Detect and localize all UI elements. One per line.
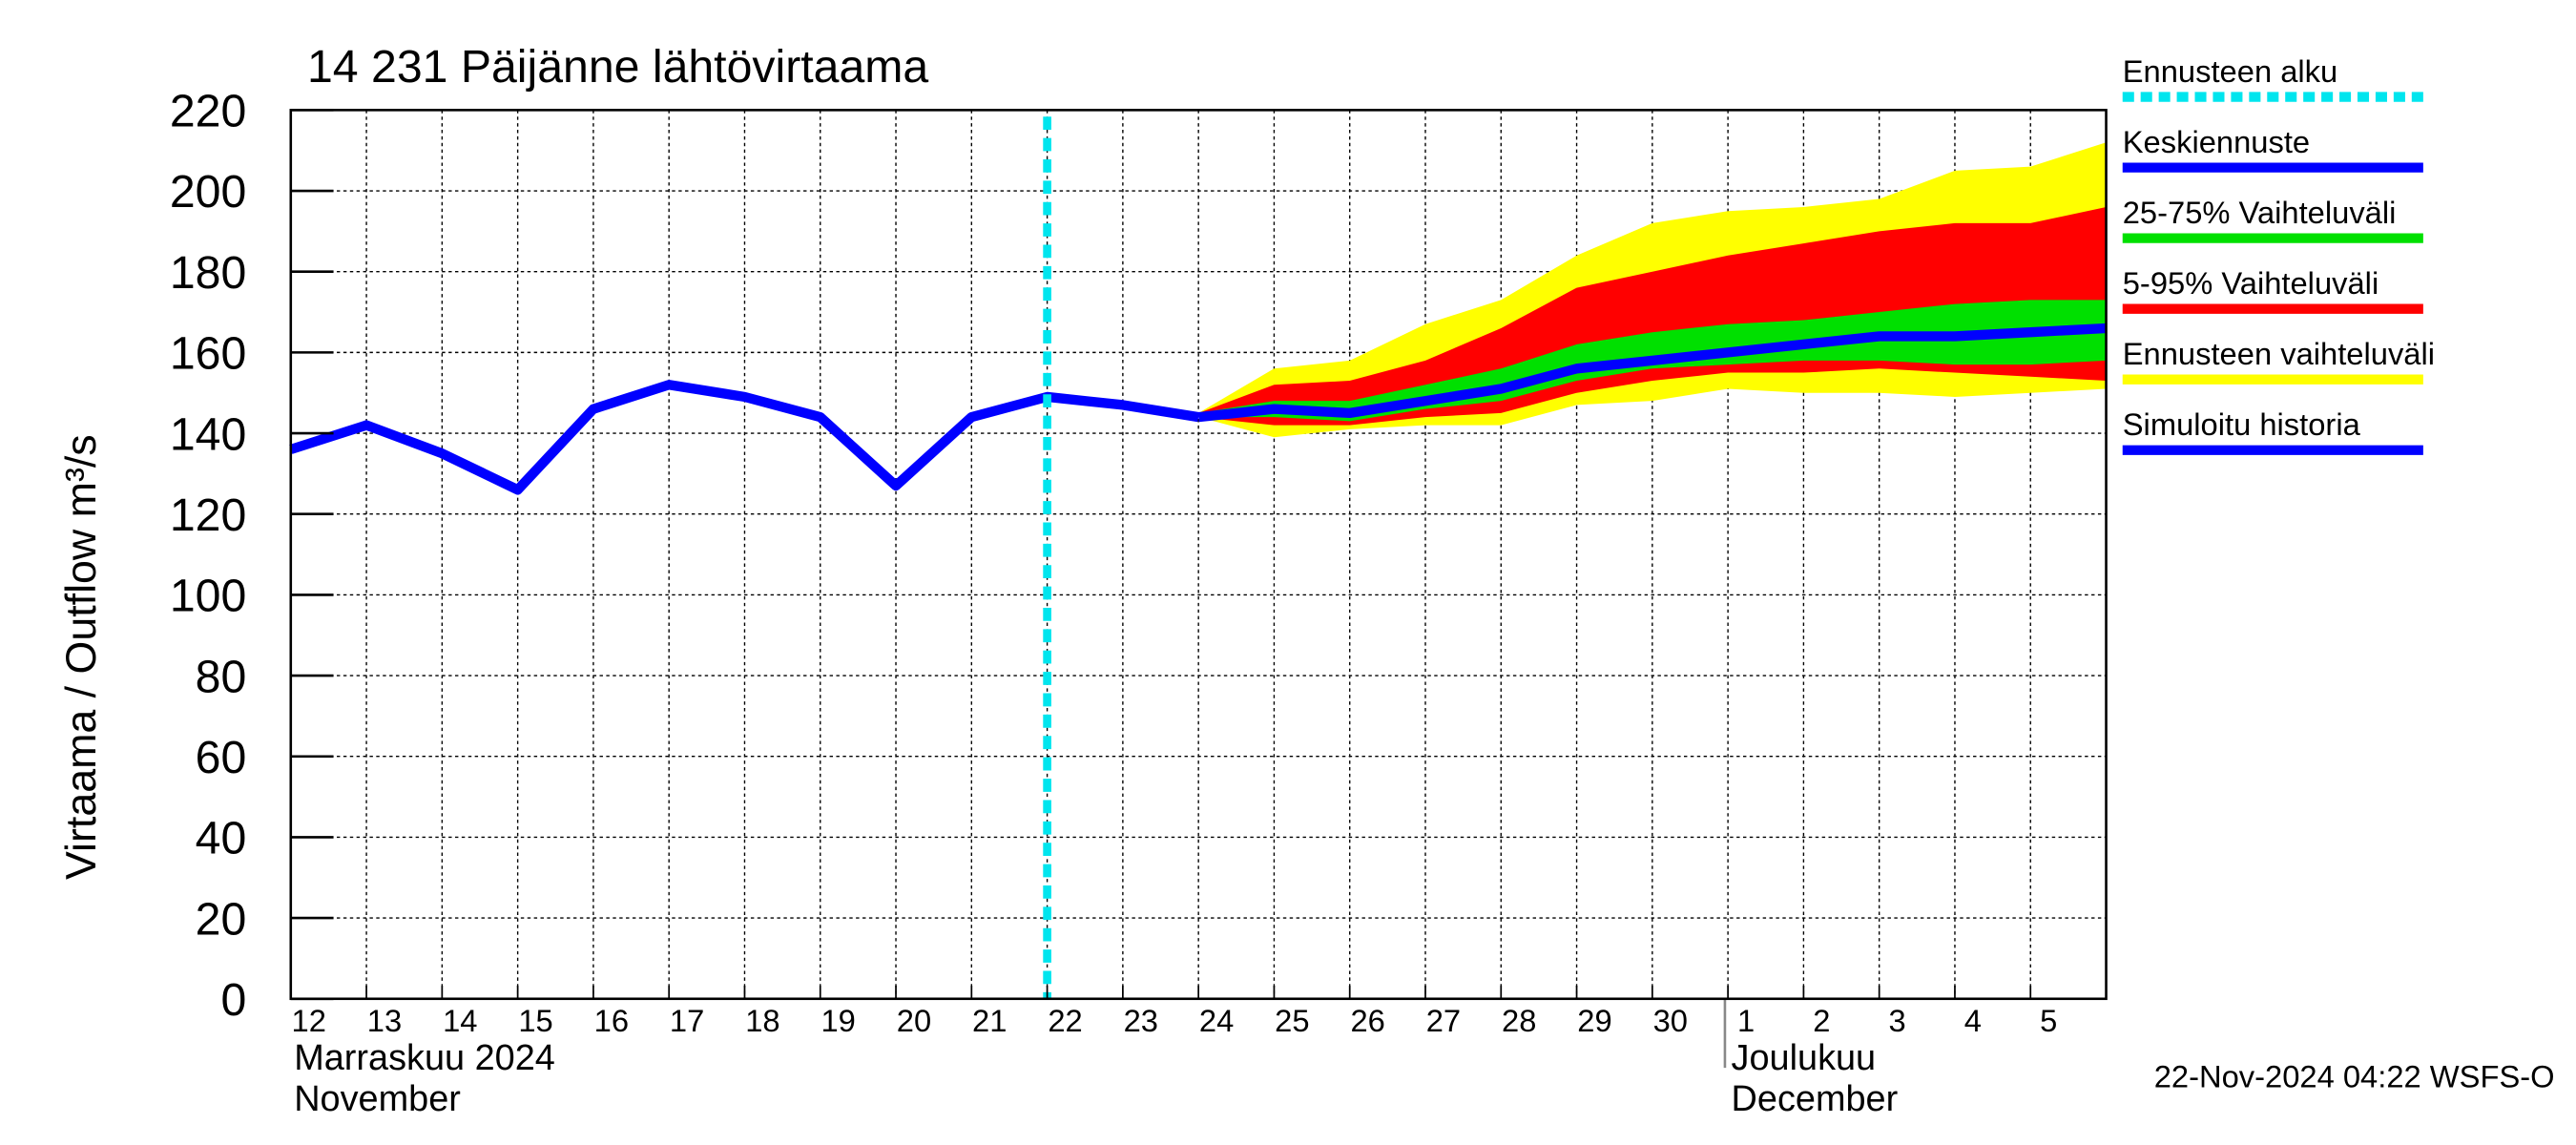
x-tick-label: 3 (1889, 1003, 1906, 1038)
x-tick-label: 26 (1350, 1003, 1384, 1038)
footer: 22-Nov-2024 04:22 WSFS-O (2154, 1059, 2555, 1094)
x-tick-label: 20 (897, 1003, 931, 1038)
x-tick-label: 19 (821, 1003, 855, 1038)
month-label: Marraskuu 2024 (294, 1038, 555, 1078)
x-tick-label: 30 (1653, 1003, 1688, 1038)
y-tick-label: 220 (170, 86, 246, 137)
plot-area (289, 109, 2107, 1000)
y-tick-label: 180 (170, 247, 246, 299)
y-tick-label: 120 (170, 489, 246, 541)
x-tick-label: 4 (1964, 1003, 1982, 1038)
x-tick-label: 29 (1577, 1003, 1611, 1038)
y-tick-label: 60 (196, 732, 247, 783)
y-tick-label: 160 (170, 328, 246, 380)
x-tick-label: 2 (1813, 1003, 1830, 1038)
y-tick-label: 100 (170, 571, 246, 622)
legend-label: Ennusteen alku (2123, 53, 2337, 89)
x-tick-label: 22 (1048, 1003, 1082, 1038)
x-tick-label: 23 (1124, 1003, 1158, 1038)
y-tick-label: 200 (170, 166, 246, 218)
x-tick-label: 13 (367, 1003, 402, 1038)
x-tick-label: 17 (670, 1003, 704, 1038)
series-line (1197, 323, 2107, 423)
month-label: December (1732, 1079, 1899, 1119)
x-tick-label: 16 (594, 1003, 629, 1038)
legend-label: Keskiennuste (2123, 124, 2310, 159)
x-tick-label: 21 (972, 1003, 1007, 1038)
chart-title: 14 231 Päijänne lähtövirtaama (307, 41, 928, 93)
x-tick-label: 28 (1502, 1003, 1536, 1038)
legend-label: Ennusteen vaihteluväli (2123, 336, 2435, 371)
y-tick-label: 140 (170, 408, 246, 460)
y-tick-label: 40 (196, 813, 247, 864)
x-tick-label: 14 (443, 1003, 477, 1038)
y-axis-label: Virtaama / Outflow m³/s (57, 434, 105, 880)
x-tick-label: 5 (2040, 1003, 2057, 1038)
plot-frame (289, 109, 2108, 1001)
month-label: November (294, 1079, 461, 1119)
x-tick-label: 27 (1426, 1003, 1461, 1038)
y-tick-label: 80 (196, 651, 247, 702)
legend-label: Simuloitu historia (2123, 406, 2361, 442)
x-tick-label: 18 (745, 1003, 779, 1038)
legend-label: 25-75% Vaihteluväli (2123, 195, 2397, 230)
y-tick-label: 20 (196, 893, 247, 945)
x-tick-label: 15 (518, 1003, 552, 1038)
y-tick-label: 0 (220, 974, 246, 1026)
x-tick-label: 12 (292, 1003, 326, 1038)
legend-label: 5-95% Vaihteluväli (2123, 265, 2379, 301)
x-tick-label: 24 (1199, 1003, 1234, 1038)
forecast-band (1047, 206, 2107, 426)
x-tick-label: 25 (1275, 1003, 1309, 1038)
x-tick-label: 1 (1737, 1003, 1755, 1038)
month-label: Joulukuu (1732, 1038, 1877, 1078)
